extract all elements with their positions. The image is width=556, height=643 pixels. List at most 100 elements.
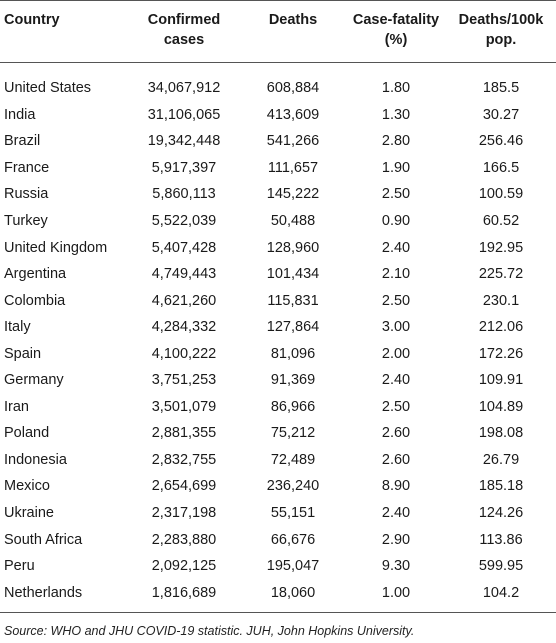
header-confirmed-cases: Confirmed cases [128, 1, 240, 63]
cell-case-fatality: 1.00 [346, 579, 446, 613]
cell-confirmed-cases: 1,816,689 [128, 579, 240, 613]
cell-deaths-per-100k: 104.2 [446, 579, 556, 613]
table-body: United States 34,067,912 608,884 1.80 185.5 I… [0, 63, 556, 613]
cell-deaths: 66,676 [270, 531, 316, 548]
cell-confirmed-cases: 4,100,222 [151, 345, 217, 362]
cell-country: France [4, 159, 50, 176]
covid-statistics-table: Country Confirmed cases Deaths Case-fata… [0, 0, 556, 613]
cell-deaths: 55,151 [270, 505, 316, 522]
cell-country: Indonesia [4, 451, 67, 468]
cell-confirmed-cases: 3,751,253 [151, 372, 217, 389]
cell-case-fatality: 3.00 [381, 319, 411, 336]
cell-confirmed-cases: 2,283,880 [151, 531, 217, 548]
cell-deaths-per-100k: 256.46 [478, 133, 524, 150]
cell-confirmed-cases: 2,654,699 [151, 478, 217, 495]
cell-confirmed-cases: 4,749,443 [151, 266, 217, 283]
cell-country: Brazil [4, 133, 41, 150]
cell-confirmed-cases: 19,342,448 [147, 133, 221, 150]
cell-deaths-per-100k: 30.27 [482, 106, 520, 123]
cell-country: Peru [4, 558, 35, 575]
cell-deaths: 86,966 [270, 398, 316, 415]
cell-case-fatality: 2.50 [381, 292, 411, 309]
cell-deaths: 413,609 [266, 106, 320, 123]
cell-deaths-per-100k: 185.5 [482, 80, 520, 97]
cell-case-fatality: 2.50 [381, 186, 411, 203]
cell-deaths: 101,434 [266, 266, 320, 283]
table-row: India 31,106,065 413,609 1.30 30.27 [0, 102, 556, 129]
cell-country: Iran [4, 398, 29, 415]
cell-country: United Kingdom [4, 239, 108, 256]
cell-deaths: 81,096 [270, 345, 316, 362]
cell-case-fatality: 2.60 [381, 451, 411, 468]
cell-confirmed-cases: 2,881,355 [151, 425, 217, 442]
cell-deaths: 111,657 [267, 159, 319, 176]
cell-case-fatality: 8.90 [381, 478, 411, 495]
table-row: Germany 3,751,253 91,369 2.40 109.91 [0, 367, 556, 394]
cell-case-fatality: 2.10 [381, 266, 411, 283]
cell-country: Ukraine [4, 505, 54, 522]
cell-confirmed-cases: 5,917,397 [151, 159, 217, 176]
cell-country: Colombia [4, 292, 66, 309]
cell-deaths: 75,212 [270, 425, 316, 442]
cell-case-fatality: 1.30 [381, 106, 411, 123]
cell-deaths: 50,488 [270, 213, 316, 229]
cell-deaths: 236,240 [266, 478, 320, 495]
cell-country: Turkey [4, 213, 48, 229]
table-footnote: Source: WHO and JHU COVID-19 statistic. … [4, 624, 415, 638]
table-row: United States 34,067,912 608,884 1.80 185.5 [0, 63, 556, 102]
cell-case-fatality: 2.00 [381, 345, 411, 362]
cell-confirmed-cases: 4,621,260 [151, 292, 217, 309]
cell-case-fatality: 1.90 [381, 159, 411, 176]
header-case-fatality: Case-fatality (%) [346, 1, 446, 63]
cell-deaths-per-100k: 212.06 [478, 319, 524, 336]
cell-case-fatality: 2.50 [381, 398, 411, 415]
cell-confirmed-cases: 2,092,125 [151, 558, 217, 575]
cell-deaths-per-100k: 109.91 [478, 372, 524, 389]
table-row: South Africa 2,283,880 66,676 2.90 113.86 [0, 526, 556, 553]
cell-confirmed-cases: 4,284,332 [151, 319, 217, 336]
header-row: Country Confirmed cases Deaths Case-fata… [0, 1, 556, 63]
table-row: Russia 5,860,113 145,222 2.50 100.59 [0, 181, 556, 208]
cell-case-fatality: 2.40 [381, 372, 411, 389]
table-row: Brazil 19,342,448 541,266 2.80 256.46 [0, 128, 556, 155]
cell-deaths-per-100k: 185.18 [478, 478, 524, 495]
table-row: Spain 4,100,222 81,096 2.00 172.26 [0, 340, 556, 367]
cell-deaths-per-100k: 104.89 [478, 398, 524, 415]
cell-country: United States [4, 80, 92, 97]
header-deaths: Deaths [240, 1, 346, 63]
cell-deaths: 195,047 [266, 558, 320, 575]
cell-deaths-per-100k: 225.72 [478, 266, 524, 283]
cell-country: Argentina [4, 266, 67, 283]
cell-country: Italy [4, 319, 31, 336]
header-deaths-per-100k: Deaths/100k pop. [446, 1, 556, 63]
cell-confirmed-cases: 2,832,755 [151, 451, 217, 468]
cell-deaths-per-100k: 166.5 [482, 159, 520, 176]
cell-case-fatality: 2.90 [381, 531, 411, 548]
cell-country: Russia [4, 186, 49, 203]
cell-deaths-per-100k: 198.08 [478, 425, 524, 442]
cell-deaths: 541,266 [266, 133, 320, 150]
header-country: Country [0, 1, 128, 63]
cell-deaths-per-100k: 172.26 [478, 345, 524, 362]
cell-country: India [4, 106, 36, 123]
cell-confirmed-cases: 31,106,065 [147, 106, 221, 123]
cell-country: Mexico [4, 478, 50, 495]
cell-confirmed-cases: 2,317,198 [151, 505, 217, 522]
table-row: Colombia 4,621,260 115,831 2.50 230.1 [0, 287, 556, 314]
cell-confirmed-cases: 5,407,428 [151, 239, 217, 256]
top-rule [0, 0, 556, 1]
table-row: Mexico 2,654,699 236,240 8.90 185.18 [0, 473, 556, 500]
cell-deaths: 128,960 [266, 239, 320, 256]
cell-deaths-per-100k: 230.1 [482, 292, 520, 309]
cell-deaths: 127,864 [266, 319, 320, 336]
cell-case-fatality: 2.60 [381, 425, 411, 442]
table-row: Netherlands 1,816,689 18,060 1.00 104.2 [0, 579, 556, 613]
cell-case-fatality: 0.90 [381, 213, 411, 229]
cell-country: Spain [4, 345, 42, 362]
table-row: Ukraine 2,317,198 55,151 2.40 124.26 [0, 500, 556, 527]
table-header: Country Confirmed cases Deaths Case-fata… [0, 0, 556, 63]
cell-case-fatality: 2.80 [381, 133, 411, 150]
table-row: Indonesia 2,832,755 72,489 2.60 26.79 [0, 447, 556, 474]
cell-country: South Africa [4, 531, 83, 548]
